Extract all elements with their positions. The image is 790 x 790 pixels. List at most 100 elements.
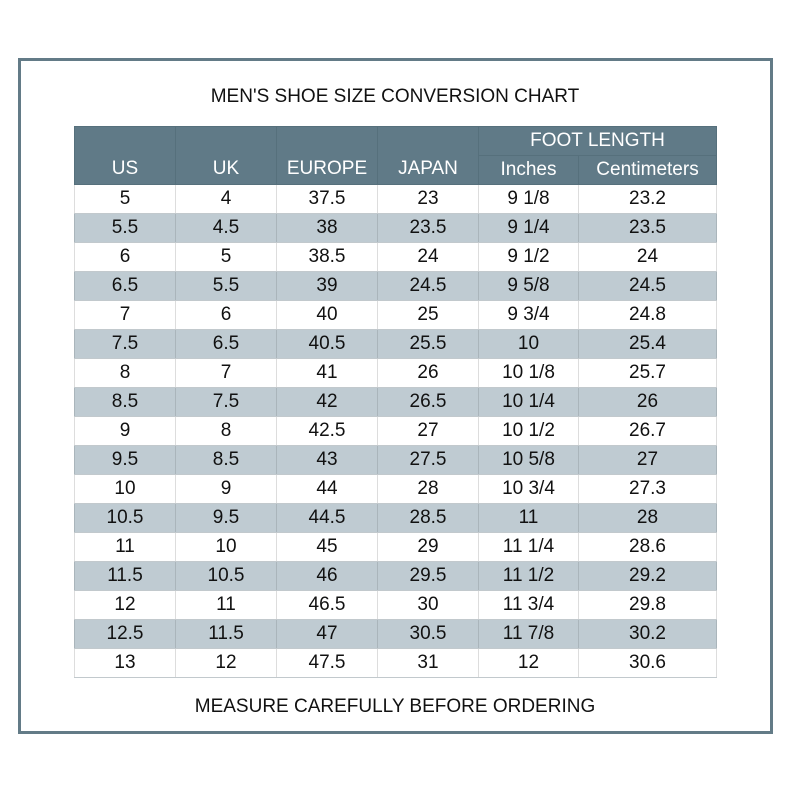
table-row: 6.5 5.5 39 24.5 9 5/8 24.5 <box>74 271 717 301</box>
cell-japan: 24 <box>377 242 479 272</box>
cell-europe: 47.5 <box>276 648 378 678</box>
cell-japan: 23 <box>377 184 479 214</box>
footer-note: MEASURE CAREFULLY BEFORE ORDERING <box>194 696 596 717</box>
cell-us: 11 <box>74 532 176 562</box>
cell-us: 12.5 <box>74 619 176 649</box>
cell-uk: 11 <box>175 590 277 620</box>
cell-uk: 10 <box>175 532 277 562</box>
cell-japan: 25 <box>377 300 479 330</box>
cell-inches: 12 <box>478 648 579 678</box>
cell-inches: 10 3/4 <box>478 474 579 504</box>
cell-uk: 4 <box>175 184 277 214</box>
cell-uk: 5 <box>175 242 277 272</box>
cell-inches: 11 1/4 <box>478 532 579 562</box>
cell-inches: 11 <box>478 503 579 533</box>
cell-inches: 9 1/4 <box>478 213 579 243</box>
table-row: 12 11 46.5 30 11 3/4 29.8 <box>74 590 717 620</box>
table-row: 9 8 42.5 27 10 1/2 26.7 <box>74 416 717 446</box>
table-row: 7 6 40 25 9 3/4 24.8 <box>74 300 717 330</box>
cell-inches: 9 3/4 <box>478 300 579 330</box>
cell-inches: 11 7/8 <box>478 619 579 649</box>
cell-uk: 6 <box>175 300 277 330</box>
cell-us: 9 <box>74 416 176 446</box>
cell-us: 5 <box>74 184 176 214</box>
cell-europe: 44.5 <box>276 503 378 533</box>
cell-centimeters: 26.7 <box>578 416 717 446</box>
cell-centimeters: 30.6 <box>578 648 717 678</box>
cell-us: 13 <box>74 648 176 678</box>
cell-us: 11.5 <box>74 561 176 591</box>
cell-japan: 29.5 <box>377 561 479 591</box>
header-uk: UK <box>175 126 277 185</box>
cell-centimeters: 28.6 <box>578 532 717 562</box>
cell-uk: 8 <box>175 416 277 446</box>
table-row: 12.5 11.5 47 30.5 11 7/8 30.2 <box>74 619 717 649</box>
cell-inches: 11 3/4 <box>478 590 579 620</box>
cell-europe: 39 <box>276 271 378 301</box>
header-centimeters: Centimeters <box>578 155 717 185</box>
cell-us: 6.5 <box>74 271 176 301</box>
table-row: 6 5 38.5 24 9 1/2 24 <box>74 242 717 272</box>
cell-uk: 10.5 <box>175 561 277 591</box>
cell-centimeters: 24 <box>578 242 717 272</box>
cell-centimeters: 24.5 <box>578 271 717 301</box>
header-europe: EUROPE <box>276 126 378 185</box>
table-row: 5.5 4.5 38 23.5 9 1/4 23.5 <box>74 213 717 243</box>
cell-centimeters: 23.2 <box>578 184 717 214</box>
cell-centimeters: 30.2 <box>578 619 717 649</box>
cell-europe: 41 <box>276 358 378 388</box>
cell-inches: 11 1/2 <box>478 561 579 591</box>
cell-centimeters: 24.8 <box>578 300 717 330</box>
cell-uk: 6.5 <box>175 329 277 359</box>
cell-japan: 24.5 <box>377 271 479 301</box>
cell-japan: 30 <box>377 590 479 620</box>
cell-uk: 11.5 <box>175 619 277 649</box>
cell-us: 8.5 <box>74 387 176 417</box>
cell-japan: 23.5 <box>377 213 479 243</box>
cell-europe: 43 <box>276 445 378 475</box>
cell-centimeters: 29.8 <box>578 590 717 620</box>
cell-japan: 28.5 <box>377 503 479 533</box>
cell-uk: 7 <box>175 358 277 388</box>
table-row: 10.5 9.5 44.5 28.5 11 28 <box>74 503 717 533</box>
cell-europe: 38.5 <box>276 242 378 272</box>
cell-japan: 31 <box>377 648 479 678</box>
cell-japan: 27.5 <box>377 445 479 475</box>
cell-inches: 9 5/8 <box>478 271 579 301</box>
header-inches: Inches <box>478 155 579 185</box>
cell-uk: 4.5 <box>175 213 277 243</box>
cell-us: 5.5 <box>74 213 176 243</box>
cell-inches: 10 5/8 <box>478 445 579 475</box>
cell-inches: 9 1/2 <box>478 242 579 272</box>
cell-europe: 37.5 <box>276 184 378 214</box>
cell-japan: 30.5 <box>377 619 479 649</box>
table-row: 11 10 45 29 11 1/4 28.6 <box>74 532 717 562</box>
cell-europe: 42.5 <box>276 416 378 446</box>
cell-us: 10 <box>74 474 176 504</box>
cell-uk: 5.5 <box>175 271 277 301</box>
cell-centimeters: 27.3 <box>578 474 717 504</box>
header-foot-length: FOOT LENGTH <box>478 126 717 156</box>
cell-japan: 25.5 <box>377 329 479 359</box>
cell-inches: 10 1/4 <box>478 387 579 417</box>
cell-europe: 46.5 <box>276 590 378 620</box>
cell-us: 10.5 <box>74 503 176 533</box>
cell-inches: 10 1/2 <box>478 416 579 446</box>
header-japan: JAPAN <box>377 126 479 185</box>
cell-europe: 45 <box>276 532 378 562</box>
cell-us: 6 <box>74 242 176 272</box>
table-row: 11.5 10.5 46 29.5 11 1/2 29.2 <box>74 561 717 591</box>
cell-inches: 9 1/8 <box>478 184 579 214</box>
table-row: 8 7 41 26 10 1/8 25.7 <box>74 358 717 388</box>
cell-centimeters: 25.7 <box>578 358 717 388</box>
cell-japan: 28 <box>377 474 479 504</box>
cell-centimeters: 29.2 <box>578 561 717 591</box>
table-row: 13 12 47.5 31 12 30.6 <box>74 648 717 678</box>
chart-title: MEN'S SHOE SIZE CONVERSION CHART <box>210 86 580 107</box>
cell-japan: 26.5 <box>377 387 479 417</box>
table-row: 9.5 8.5 43 27.5 10 5/8 27 <box>74 445 717 475</box>
cell-uk: 8.5 <box>175 445 277 475</box>
cell-japan: 27 <box>377 416 479 446</box>
cell-uk: 9 <box>175 474 277 504</box>
cell-uk: 12 <box>175 648 277 678</box>
